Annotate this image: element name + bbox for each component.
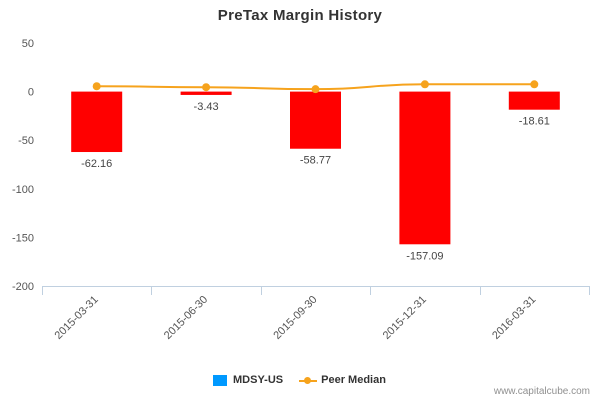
y-tick-label: -50 bbox=[18, 135, 34, 147]
x-tick-label: 2015-12-31 bbox=[381, 294, 429, 342]
peer-median-point bbox=[530, 80, 539, 89]
x-tick-label: 2015-06-30 bbox=[162, 294, 210, 342]
peer-median-point bbox=[420, 80, 429, 89]
chart-legend: MDSY-US Peer Median bbox=[213, 374, 402, 386]
data-label: -3.43 bbox=[194, 101, 219, 113]
data-label: -62.16 bbox=[81, 158, 112, 170]
legend-item-peer[interactable]: Peer Median bbox=[299, 374, 386, 386]
y-tick-label: -150 bbox=[12, 232, 34, 244]
peer-median-point bbox=[92, 82, 101, 91]
peer-median-point bbox=[311, 85, 320, 94]
x-tick-label: 2015-03-31 bbox=[53, 294, 101, 342]
legend-swatch-company bbox=[213, 374, 227, 386]
chart-title: PreTax Margin History bbox=[217, 7, 383, 24]
bar bbox=[71, 91, 123, 153]
source-credit[interactable]: www.capitalcube.com bbox=[493, 386, 590, 397]
legend-label-peer: Peer Median bbox=[321, 374, 386, 386]
legend-item-company[interactable]: MDSY-US bbox=[213, 374, 283, 386]
data-label: -157.09 bbox=[406, 250, 443, 262]
x-tick-label: 2015-09-30 bbox=[271, 294, 319, 342]
y-tick-label: -200 bbox=[12, 281, 34, 293]
y-tick-label: 50 bbox=[22, 38, 34, 50]
data-label: -58.77 bbox=[300, 155, 331, 167]
legend-label-company: MDSY-US bbox=[233, 374, 284, 386]
bar bbox=[399, 91, 451, 245]
x-tick-label: 2016-03-31 bbox=[490, 294, 538, 342]
peer-median-point bbox=[202, 83, 211, 92]
y-tick-label: 0 bbox=[28, 87, 34, 99]
bar bbox=[290, 91, 341, 149]
bar bbox=[508, 91, 560, 110]
legend-swatch-peer bbox=[299, 375, 318, 386]
data-label: -18.61 bbox=[519, 116, 550, 128]
bar bbox=[180, 91, 232, 95]
y-tick-label: -100 bbox=[12, 184, 34, 196]
